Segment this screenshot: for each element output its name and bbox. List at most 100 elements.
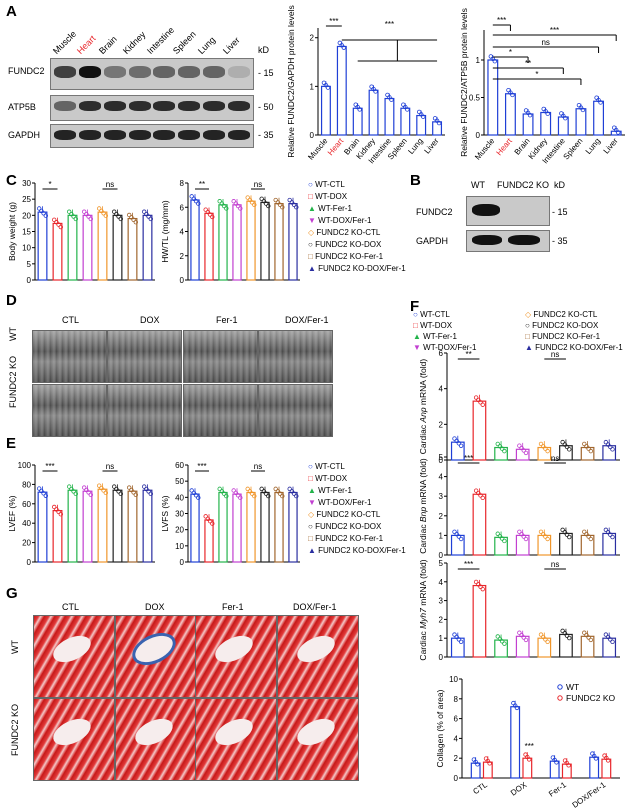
data-point — [502, 641, 507, 646]
echo-image — [32, 384, 107, 437]
data-point — [541, 532, 546, 537]
bar — [288, 491, 298, 563]
data-point — [476, 490, 481, 496]
legend-marker: ▼ — [308, 216, 319, 225]
bar — [142, 489, 153, 563]
y-tick-label: 5 — [439, 453, 444, 462]
data-point — [280, 205, 285, 210]
blot-band — [153, 130, 175, 140]
data-point — [287, 197, 292, 203]
legend-item: □ WT-DOX — [413, 321, 452, 330]
condition-label: Fer-1 — [222, 602, 244, 612]
bar — [97, 211, 108, 281]
blot-row-label: FUNDC2 — [8, 66, 45, 76]
legend-item: ▲ FUNDC2 KO-DOX/Fer-1 — [525, 343, 623, 352]
data-point — [492, 59, 498, 64]
legend-label: FUNDC2 KO-DOX/Fer-1 — [535, 343, 623, 352]
data-point — [615, 130, 621, 135]
data-point — [71, 489, 76, 494]
y-axis-label: Collagen (% of area) — [435, 689, 445, 767]
data-point — [373, 89, 378, 94]
bar — [384, 97, 395, 136]
data-point — [476, 582, 481, 587]
data-point — [517, 630, 522, 635]
bar — [472, 584, 487, 658]
data-point — [86, 490, 91, 495]
data-point — [608, 637, 613, 642]
legend-label: WT-Fer-1 — [318, 204, 352, 213]
data-point — [205, 516, 211, 521]
condition-label: DOX — [145, 602, 165, 612]
data-point — [259, 486, 264, 492]
y-tick-label: 0 — [180, 276, 185, 285]
legend-marker: □ — [308, 534, 316, 543]
data-point — [207, 212, 213, 217]
blot-band — [129, 101, 151, 111]
data-point — [289, 489, 295, 494]
data-point — [231, 199, 236, 204]
legend-item: ◇ FUNDC2 KO-CTL — [308, 510, 380, 519]
data-point — [458, 639, 464, 644]
data-point — [101, 211, 106, 216]
blot-band — [178, 66, 200, 78]
y-tick-label: 6 — [180, 203, 185, 212]
legend-item: ○ FUNDC2 KO-DOX — [525, 321, 598, 330]
legend-item: ○ WT-CTL — [308, 462, 345, 471]
legend-item: ▲ FUNDC2 KO-DOX/Fer-1 — [308, 264, 406, 273]
data-point — [131, 217, 136, 222]
blot-band — [228, 130, 250, 140]
data-point — [560, 527, 565, 533]
legend-label: FUNDC2 KO-Fer-1 — [532, 332, 601, 341]
data-point — [207, 518, 213, 524]
data-point — [559, 111, 564, 116]
data-point — [586, 446, 591, 451]
kd-marker: - 35 — [258, 130, 274, 140]
data-point — [126, 485, 132, 490]
data-point — [582, 529, 587, 534]
bar — [320, 85, 331, 136]
data-point — [456, 534, 462, 539]
y-tick-label: 0 — [476, 131, 481, 140]
y-tick-label: 30 — [22, 179, 31, 188]
y-tick-label: 2 — [180, 252, 185, 261]
data-point — [235, 203, 241, 209]
y-tick-label: 0 — [439, 551, 444, 560]
data-point — [233, 490, 239, 496]
data-point — [480, 586, 485, 592]
legend-marker: ▲ — [308, 486, 319, 495]
y-tick-label: 8 — [454, 695, 459, 704]
legend-label: FUNDC2 KO-DOX/Fer-1 — [318, 546, 406, 555]
data-point — [54, 220, 59, 225]
y-tick-label: 1 — [476, 56, 481, 65]
data-point — [277, 491, 283, 496]
data-point — [603, 527, 609, 533]
data-point — [73, 216, 78, 222]
legend-marker: ▼ — [308, 498, 319, 507]
histology-image — [195, 698, 277, 781]
data-point — [247, 197, 253, 203]
data-point — [86, 214, 91, 219]
blot-band — [472, 235, 502, 245]
y-tick-label: 3 — [439, 597, 444, 606]
bar — [190, 199, 200, 281]
category-label: Lung — [406, 137, 424, 156]
blot-row-label: GAPDH — [8, 130, 41, 140]
data-point — [611, 125, 617, 130]
y-tick-label: 4 — [454, 734, 459, 743]
y-tick-label: 2 — [439, 420, 444, 429]
data-point — [126, 212, 132, 218]
legend-item: □ FUNDC2 KO-Fer-1 — [308, 252, 383, 261]
data-point — [287, 486, 292, 492]
data-point — [66, 484, 72, 489]
y-tick-label: 60 — [22, 500, 31, 509]
data-point — [567, 447, 572, 452]
data-point — [588, 448, 594, 454]
data-point — [118, 216, 123, 222]
significance-label: *** — [497, 16, 506, 25]
data-point — [99, 485, 104, 491]
y-tick-label: 5 — [439, 559, 444, 568]
condition-label: DOX — [140, 315, 160, 325]
data-point — [523, 536, 529, 542]
data-point — [584, 444, 589, 449]
